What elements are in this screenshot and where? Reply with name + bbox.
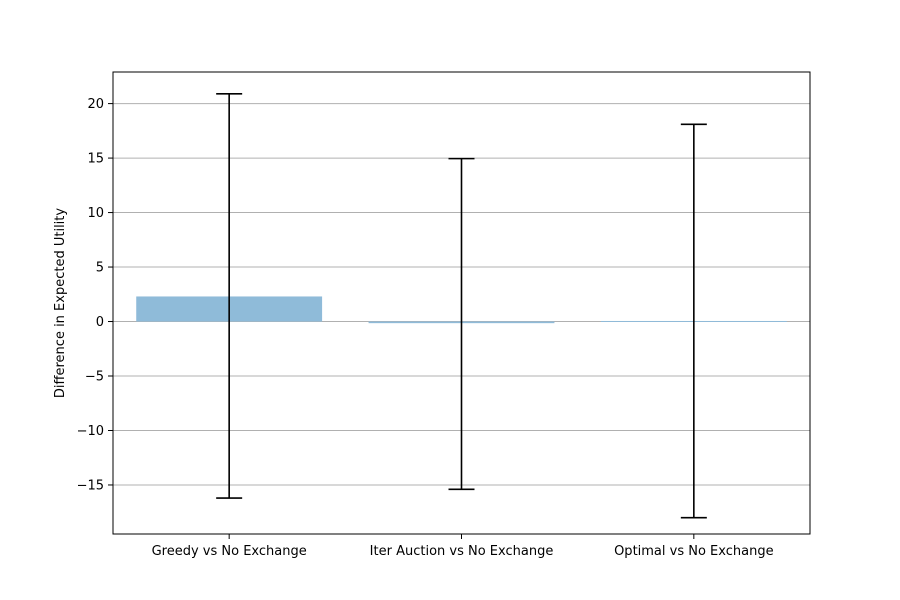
x-tick-label: Optimal vs No Exchange (614, 544, 774, 559)
y-tick-label: 0 (96, 315, 104, 330)
y-tick-label: 5 (96, 261, 104, 276)
x-tick-label: Iter Auction vs No Exchange (370, 544, 554, 559)
y-tick-label: 20 (87, 97, 104, 112)
y-axis-label: Difference in Expected Utility (53, 208, 68, 398)
x-tick-label: Greedy vs No Exchange (152, 544, 307, 559)
y-tick-label: 15 (87, 152, 104, 167)
y-tick-label: −15 (77, 478, 104, 493)
y-axis-ticks: −15 −10 −5 0 5 10 15 20 (77, 97, 113, 493)
y-tick-label: 10 (87, 206, 104, 221)
y-tick-label: −5 (85, 370, 104, 385)
error-bars (216, 92, 707, 519)
y-tick-label: −10 (77, 424, 104, 439)
x-axis-ticks: Greedy vs No Exchange Iter Auction vs No … (152, 534, 774, 559)
